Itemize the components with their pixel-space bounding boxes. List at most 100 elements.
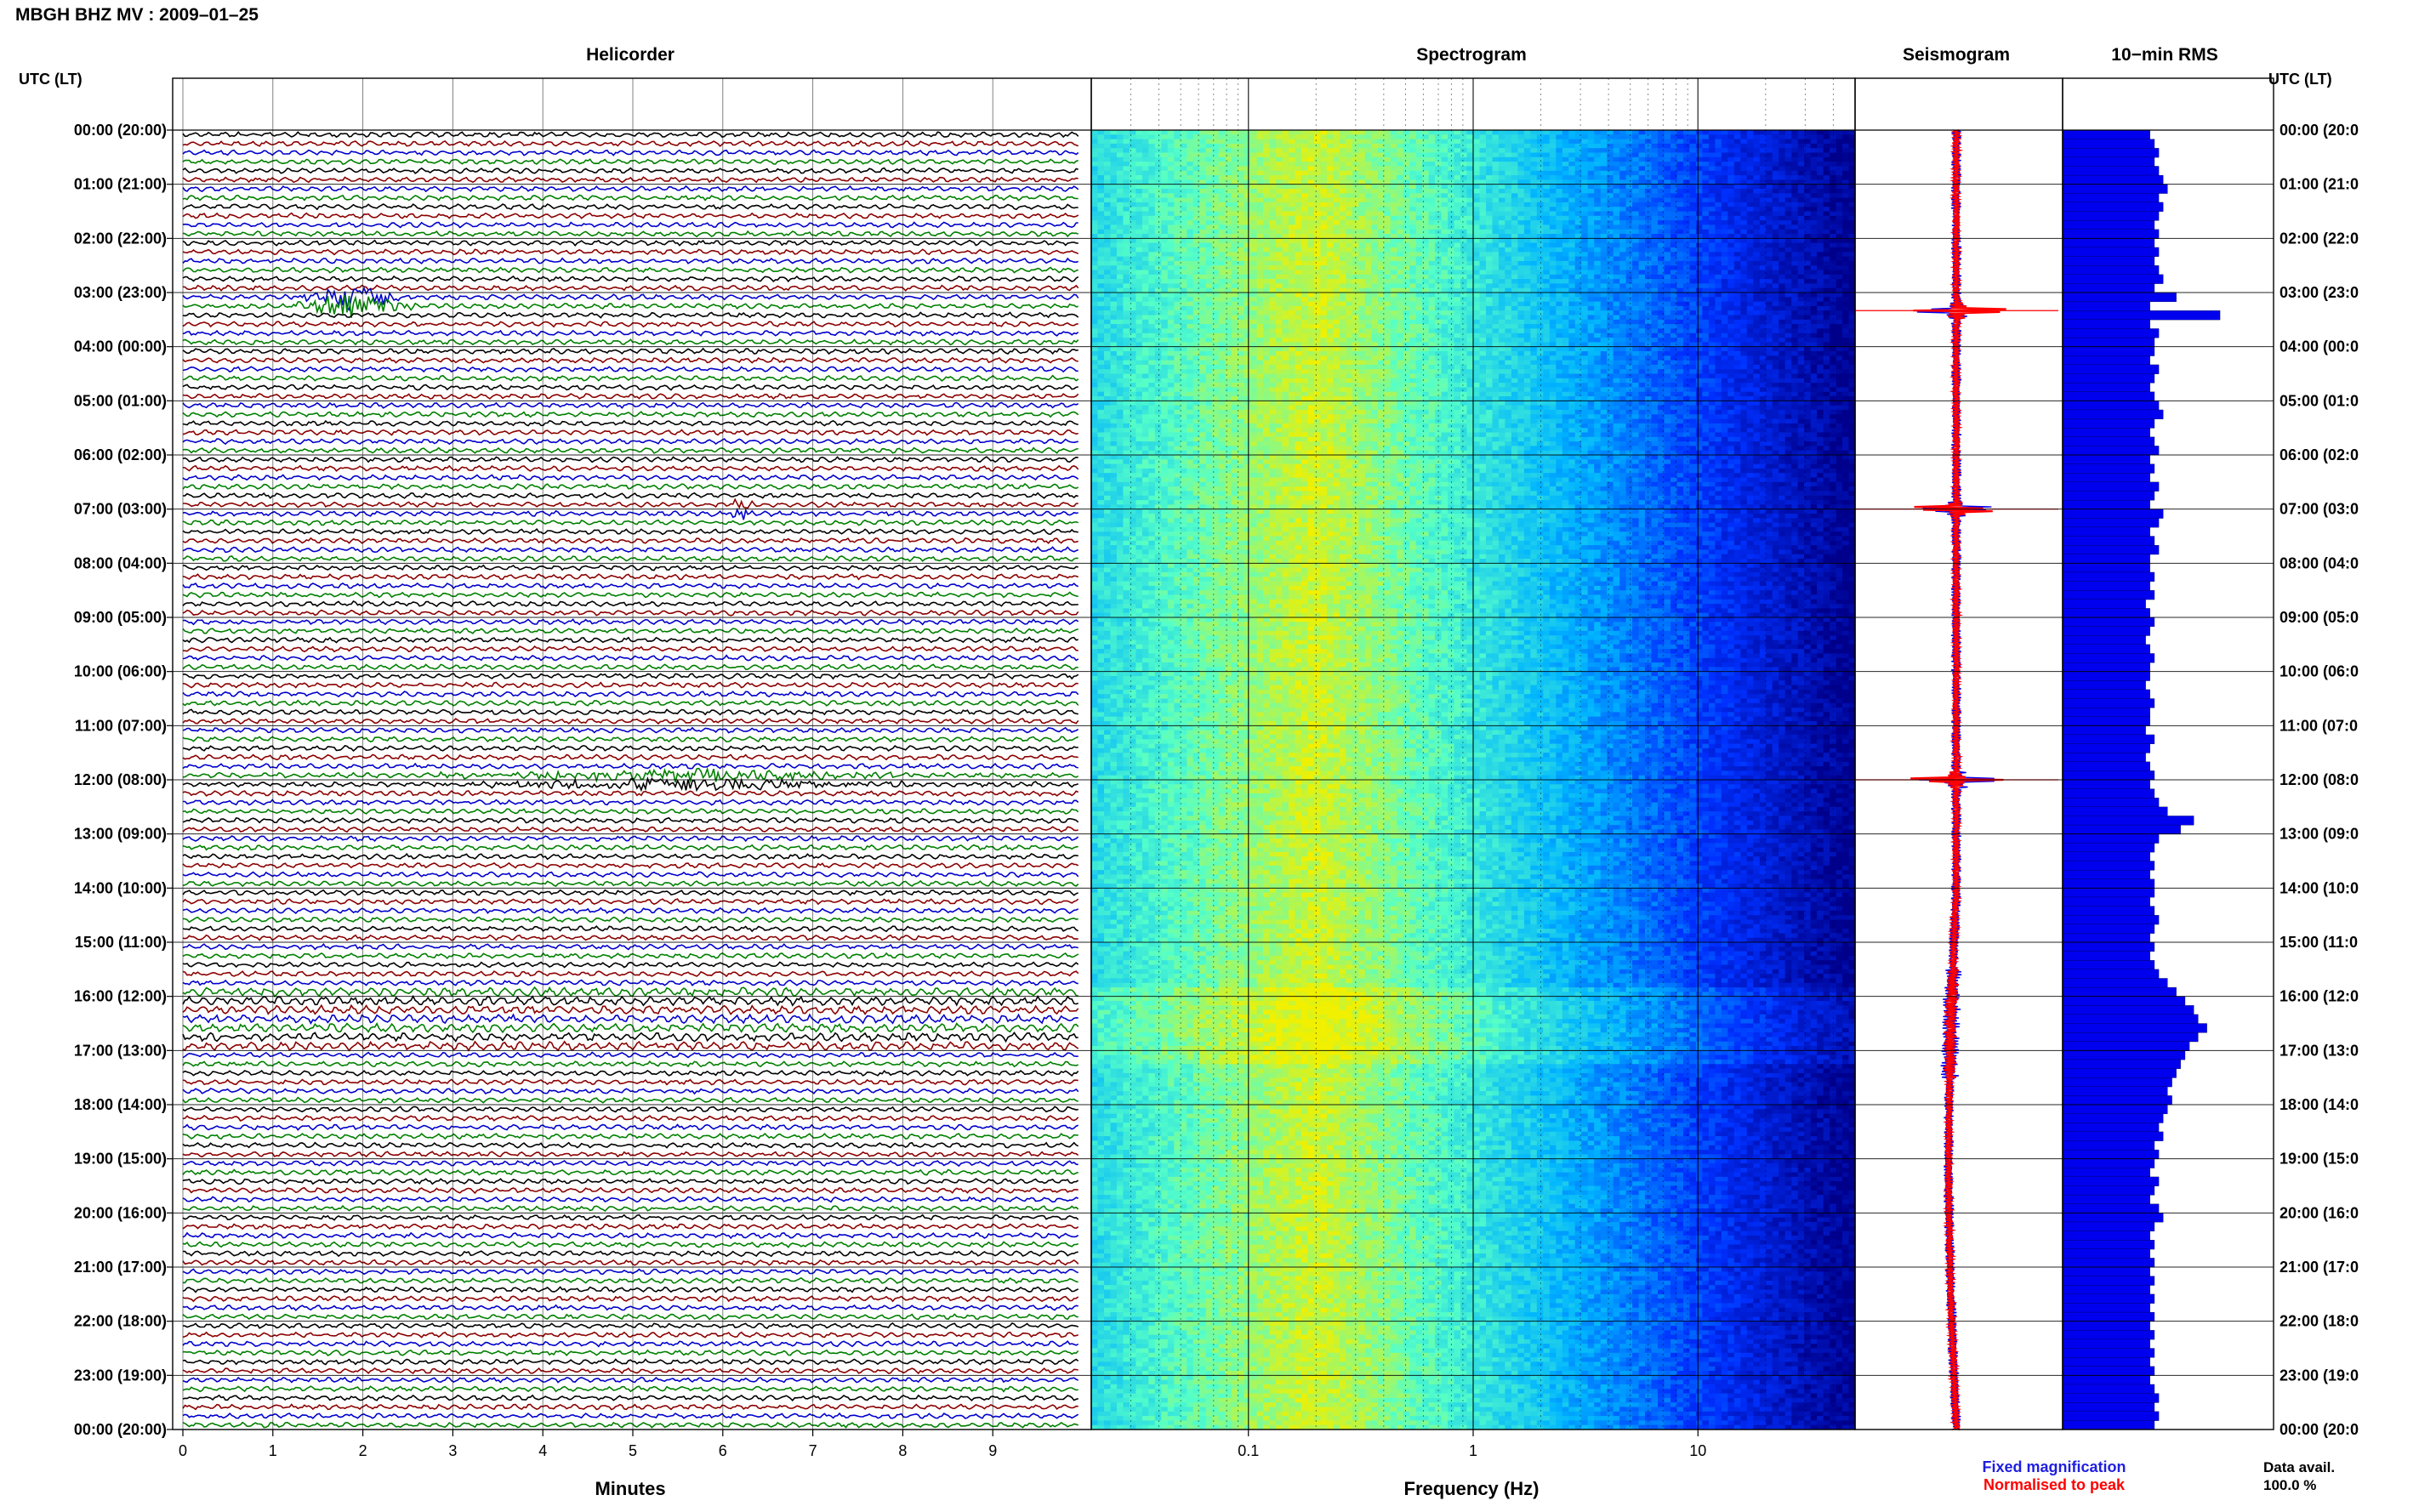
spectrogram-cell xyxy=(1702,171,1709,176)
spectrogram-cell xyxy=(1740,130,1747,135)
spectrogram-cell xyxy=(1161,134,1168,139)
spectrogram-cell xyxy=(1722,162,1728,167)
spectrogram-cell xyxy=(1091,175,1098,180)
spectrogram-cell xyxy=(1747,171,1754,176)
spectrogram-cell xyxy=(1320,144,1327,149)
spectrogram-cell xyxy=(1722,166,1728,171)
spectrogram-cell xyxy=(1117,175,1124,180)
spectrogram-cell xyxy=(1626,134,1633,139)
spectrogram-cell xyxy=(1709,171,1716,176)
spectrogram-cell xyxy=(1346,144,1352,149)
spectrogram-cell xyxy=(1811,134,1818,139)
spectrogram-cell xyxy=(1111,157,1118,162)
spectrogram-cell xyxy=(1683,202,1690,207)
spectrogram-cell xyxy=(1511,207,1518,212)
spectrogram-cell xyxy=(1384,207,1391,212)
spectrogram-cell xyxy=(1384,130,1391,135)
spectrogram-cell xyxy=(1111,166,1118,171)
spectrogram-cell xyxy=(1244,198,1251,203)
spectrogram-cell xyxy=(1409,144,1416,149)
spectrogram-cell xyxy=(1753,193,1760,198)
spectrogram-cell xyxy=(1575,134,1582,139)
spectrogram-cell xyxy=(1327,153,1334,158)
spectrogram-cell xyxy=(1320,134,1327,139)
spectrogram-cell xyxy=(1639,134,1646,139)
spectrogram-cell xyxy=(1683,166,1690,171)
spectrogram-cell xyxy=(1409,162,1416,167)
spectrogram-cell xyxy=(1665,175,1671,180)
spectrogram-cell xyxy=(1111,171,1118,176)
spectrogram-cell xyxy=(1689,207,1696,212)
spectrogram-cell xyxy=(1307,153,1314,158)
spectrogram-cell xyxy=(1460,175,1467,180)
spectrogram-cell xyxy=(1104,134,1111,139)
spectrogram-cell xyxy=(1652,162,1659,167)
spectrogram-cell xyxy=(1206,157,1213,162)
spectrogram-cell xyxy=(1155,207,1162,212)
spectrogram-cell xyxy=(1740,207,1747,212)
spectrogram-cell xyxy=(1665,189,1671,194)
spectrogram-cell xyxy=(1658,153,1665,158)
spectrogram-cell xyxy=(1187,212,1193,217)
spectrogram-cell xyxy=(1289,144,1295,149)
spectrogram-cell xyxy=(1250,212,1257,217)
spectrogram-cell xyxy=(1601,153,1608,158)
spectrogram-cell xyxy=(1429,198,1436,203)
spectrogram-cell xyxy=(1232,139,1238,145)
spectrogram-cell xyxy=(1409,175,1416,180)
spectrogram-cell xyxy=(1181,202,1187,207)
spectrogram-cell xyxy=(1486,193,1493,198)
spectrogram-cell xyxy=(1575,144,1582,149)
spectrogram-cell xyxy=(1155,198,1162,203)
spectrogram-cell xyxy=(1505,157,1511,162)
spectrogram-cell xyxy=(1568,157,1575,162)
spectrogram-cell xyxy=(1365,134,1372,139)
spectrogram-cell xyxy=(1168,202,1175,207)
spectrogram-cell xyxy=(1270,148,1277,153)
spectrogram-cell xyxy=(1715,198,1722,203)
spectrogram-cell xyxy=(1798,202,1805,207)
spectrogram-cell xyxy=(1283,193,1289,198)
spectrogram-cell xyxy=(1727,207,1734,212)
spectrogram-cell xyxy=(1307,134,1314,139)
spectrogram-cell xyxy=(1588,157,1595,162)
spectrogram-cell xyxy=(1517,212,1524,217)
spectrogram-cell xyxy=(1314,166,1321,171)
spectrogram-cell xyxy=(1276,162,1283,167)
spectrogram-cell xyxy=(1403,166,1410,171)
spectrogram-cell xyxy=(1238,198,1244,203)
spectrogram-cell xyxy=(1340,162,1346,167)
spectrogram-cell xyxy=(1652,134,1659,139)
spectrogram-cell xyxy=(1340,171,1346,176)
spectrogram-cell xyxy=(1460,212,1467,217)
spectrogram-cell xyxy=(1766,212,1773,217)
spectrogram-cell xyxy=(1722,207,1728,212)
spectrogram-cell xyxy=(1702,189,1709,194)
spectrogram-cell xyxy=(1683,212,1690,217)
spectrogram-cell xyxy=(1104,171,1111,176)
spectrogram-cell xyxy=(1505,216,1511,221)
spectrogram-cell xyxy=(1575,171,1582,176)
spectrogram-cell xyxy=(1174,207,1181,212)
spectrogram-cell xyxy=(1480,139,1487,145)
spectrogram-cell xyxy=(1581,189,1588,194)
spectrogram-cell xyxy=(1817,212,1824,217)
spectrogram-cell xyxy=(1709,139,1716,145)
spectrogram-cell xyxy=(1517,157,1524,162)
spectrogram-cell xyxy=(1244,139,1251,145)
spectrogram-cell xyxy=(1283,148,1289,153)
spectrogram-cell xyxy=(1320,202,1327,207)
spectrogram-cell xyxy=(1715,148,1722,153)
spectrogram-cell xyxy=(1238,212,1244,217)
spectrogram-cell xyxy=(1301,171,1308,176)
spectrogram-cell xyxy=(1811,153,1818,158)
spectrogram-cell xyxy=(1289,134,1295,139)
spectrogram-cell xyxy=(1626,139,1633,145)
spectrogram-cell xyxy=(1276,144,1283,149)
spectrogram-cell xyxy=(1601,162,1608,167)
spectrogram-cell xyxy=(1601,130,1608,135)
spectrogram-cell xyxy=(1289,202,1295,207)
spectrogram-cell xyxy=(1632,148,1639,153)
spectrogram-cell xyxy=(1148,144,1155,149)
spectrogram-cell xyxy=(1486,139,1493,145)
